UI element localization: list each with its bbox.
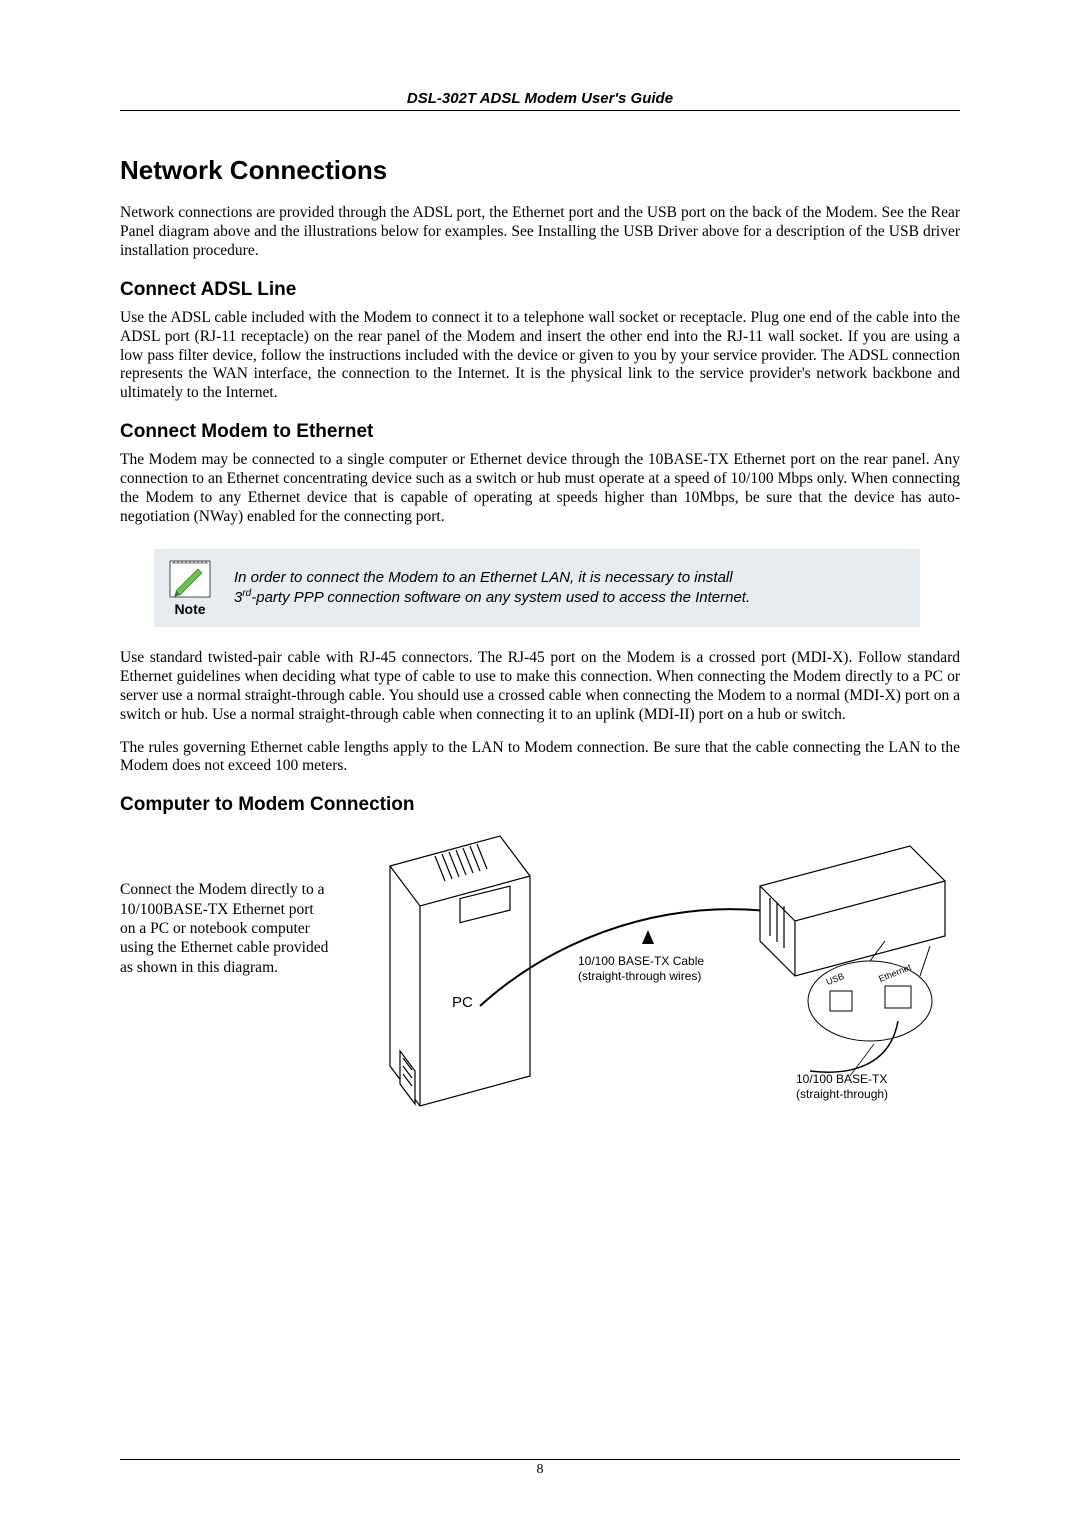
note-box: Note In order to connect the Modem to an… <box>154 549 920 627</box>
port-label: 10/100 BASE-TX (straight-through) <box>796 1072 888 1101</box>
page-number: 8 <box>537 1462 544 1477</box>
connection-row: Connect the Modem directly to a 10/100BA… <box>120 826 960 1136</box>
section2-body1: The Modem may be connected to a single c… <box>120 451 960 527</box>
note-line1: In order to connect the Modem to an Ethe… <box>234 569 733 586</box>
section2-body3: The rules governing Ethernet cable lengt… <box>120 739 960 777</box>
connection-diagram: PC 10/100 BASE-TX Cable (straight-throug… <box>330 826 960 1136</box>
note-line2: -party PPP connection software on any sy… <box>251 589 750 606</box>
cable-label: 10/100 BASE-TX Cable (straight-through w… <box>578 954 704 983</box>
header-rule <box>120 110 960 111</box>
pc-label: PC <box>452 994 473 1012</box>
main-heading: Network Connections <box>120 155 960 186</box>
section1-heading: Connect ADSL Line <box>120 279 960 301</box>
note-sup: rd <box>242 588 251 599</box>
section3-heading: Computer to Modem Connection <box>120 794 960 816</box>
pencil-note-icon <box>168 559 212 599</box>
section2-body2: Use standard twisted-pair cable with RJ-… <box>120 649 960 725</box>
cable-label-line1: 10/100 BASE-TX Cable <box>578 954 704 968</box>
header-title: DSL-302T ADSL Modem User's Guide <box>120 90 960 110</box>
intro-paragraph: Network connections are provided through… <box>120 204 960 261</box>
page-header: DSL-302T ADSL Modem User's Guide <box>120 90 960 111</box>
section1-body: Use the ADSL cable included with the Mod… <box>120 309 960 404</box>
connection-left-text: Connect the Modem directly to a 10/100BA… <box>120 826 330 977</box>
cable-label-line2: (straight-through wires) <box>578 969 701 983</box>
note-icon-wrap: Note <box>164 559 216 617</box>
note-label: Note <box>174 601 205 617</box>
port-label-line2: (straight-through) <box>796 1087 888 1101</box>
port-label-line1: 10/100 BASE-TX <box>796 1072 887 1086</box>
note-text: In order to connect the Modem to an Ethe… <box>234 568 750 608</box>
section2-heading: Connect Modem to Ethernet <box>120 421 960 443</box>
page-footer: 8 <box>120 1459 960 1478</box>
